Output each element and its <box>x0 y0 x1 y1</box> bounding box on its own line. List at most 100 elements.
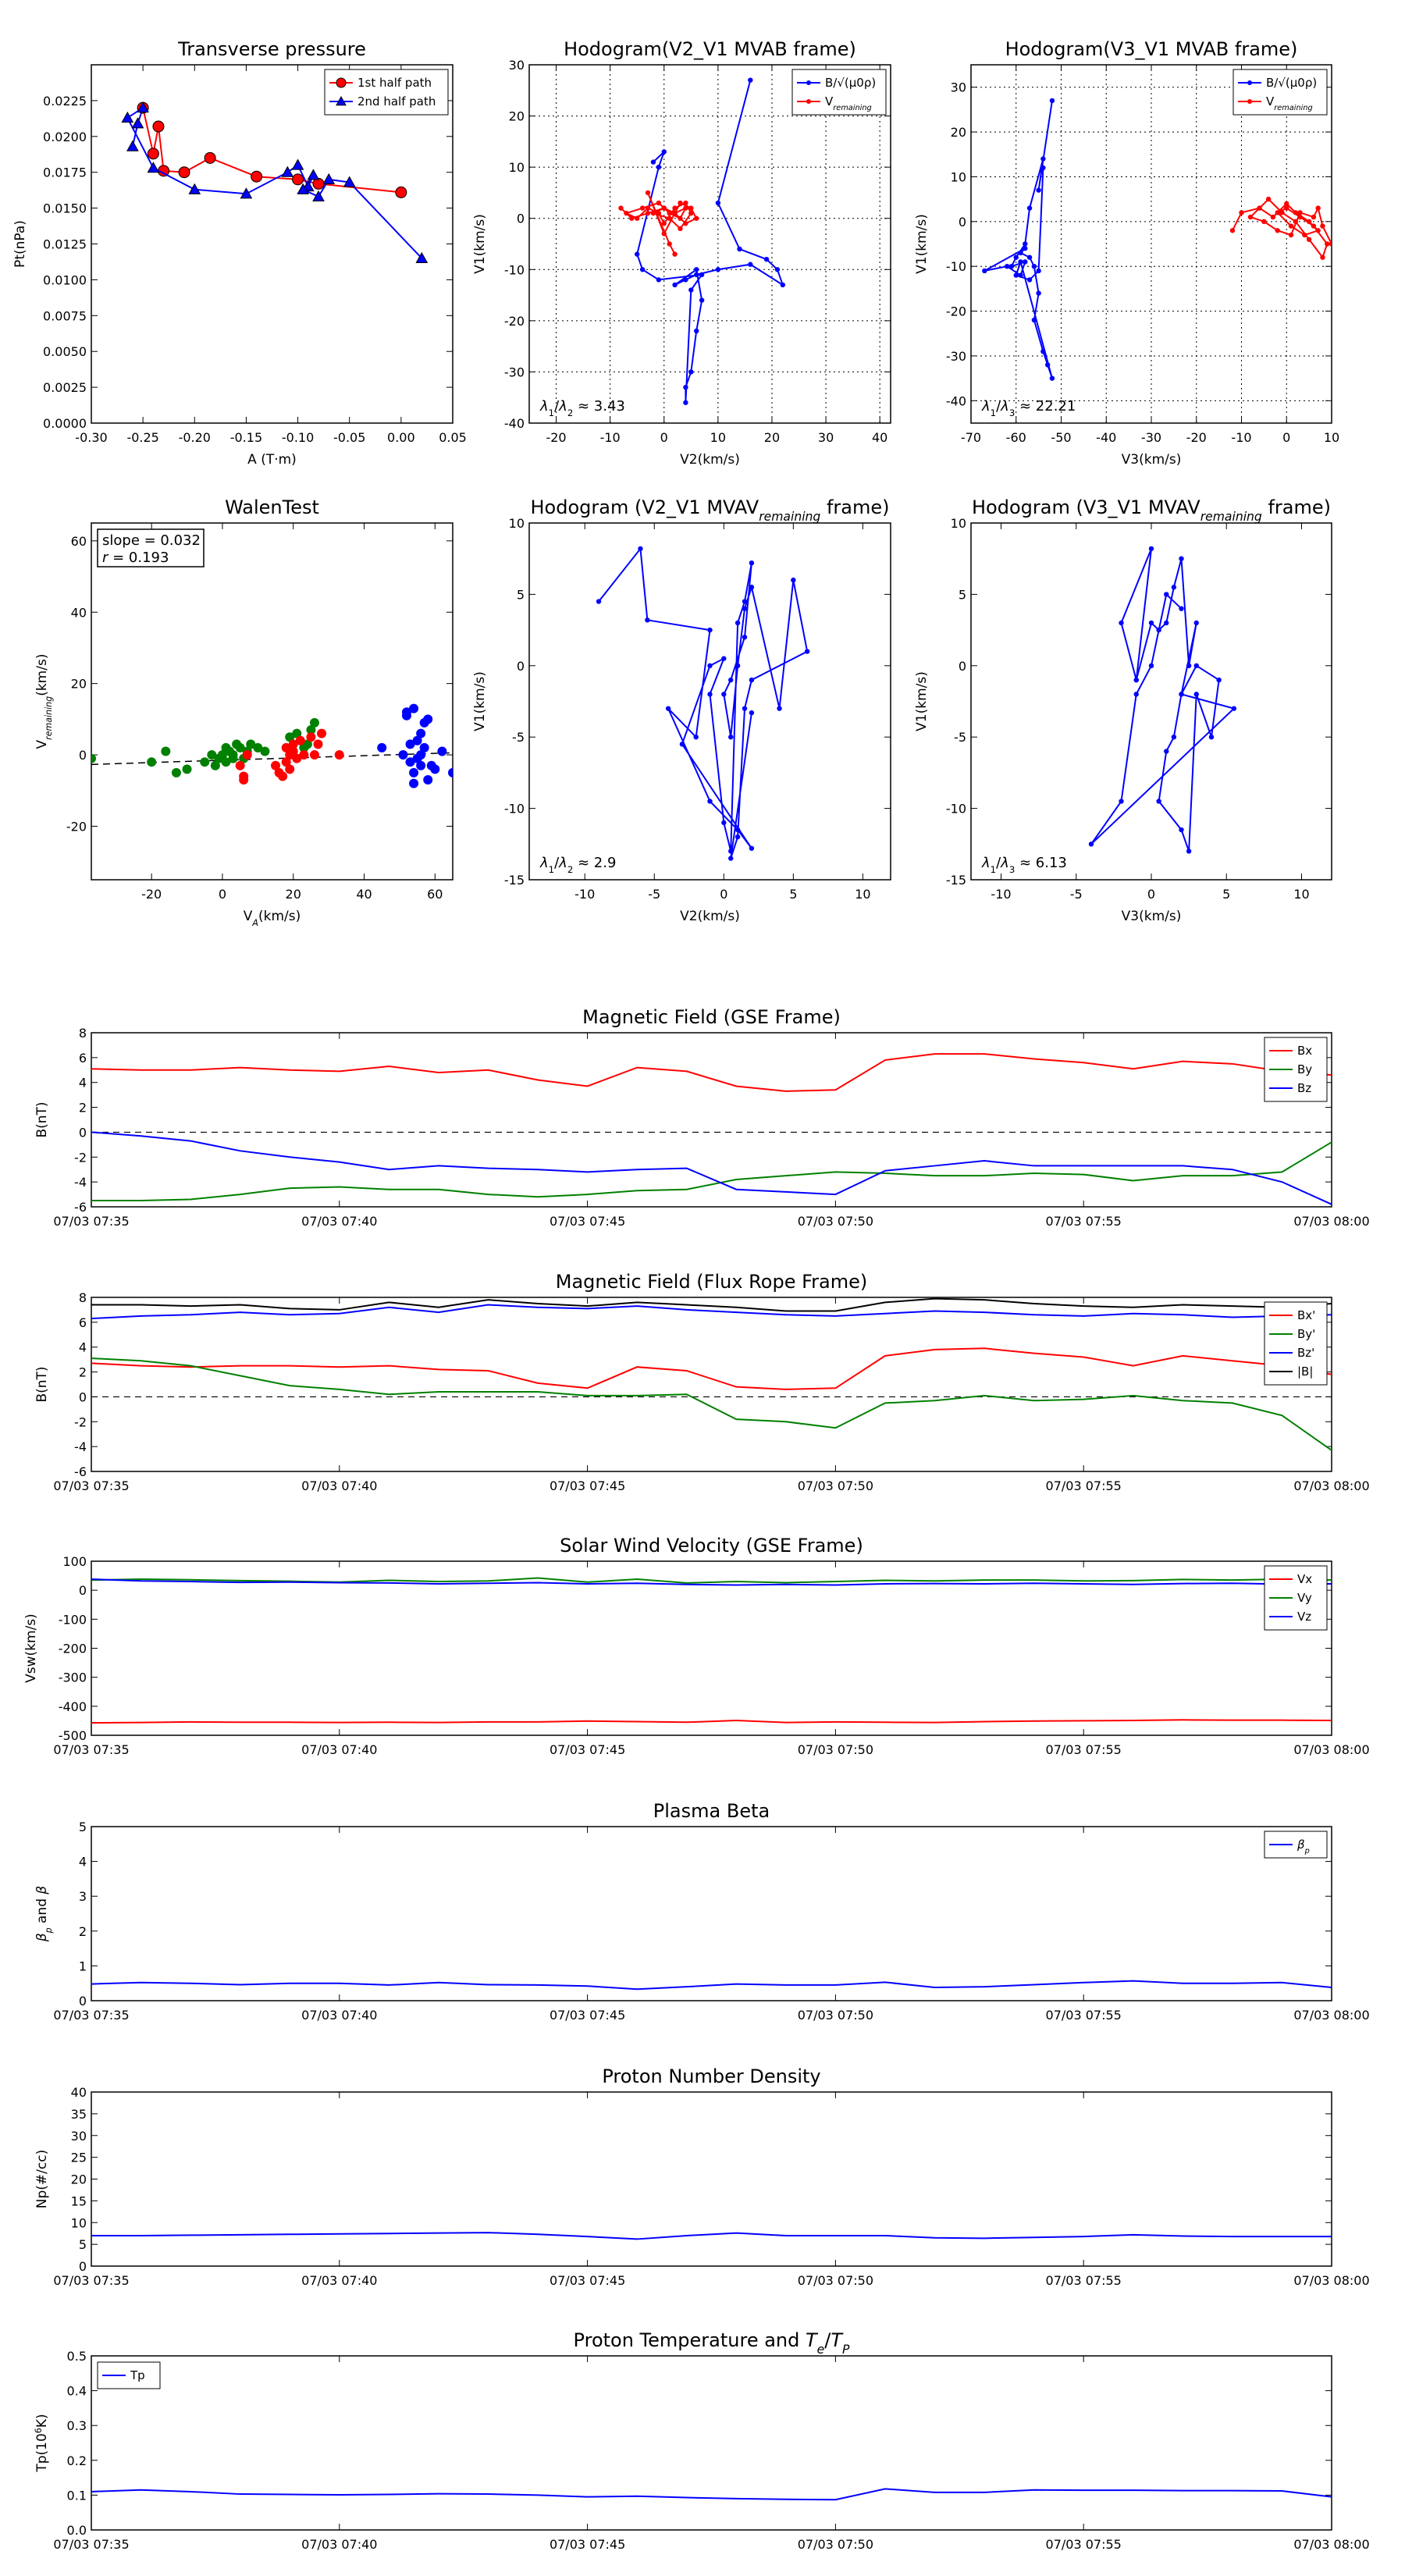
data-point <box>715 267 721 272</box>
data-point <box>1164 592 1169 597</box>
data-point <box>188 183 201 194</box>
y-tick-label: 0 <box>79 1994 87 2008</box>
chart-ts6: 07/03 07:35 07/03 07:40 07/03 07:45 07/03 0… <box>34 2329 1370 2552</box>
data-point <box>656 200 662 206</box>
data-point <box>1284 205 1289 211</box>
y-axis-label: βp and β <box>34 1886 54 1943</box>
x-tick-label: -20 <box>141 887 162 902</box>
series-line <box>91 1297 1332 1312</box>
y-tick-label: -40 <box>504 416 525 431</box>
data-point <box>1133 677 1139 683</box>
data-point <box>742 606 748 611</box>
x-tick-label: 07/03 07:35 <box>53 2537 129 2552</box>
data-point <box>1261 219 1267 225</box>
x-tick-label: 60 <box>427 887 443 902</box>
series-line <box>91 1304 1332 1320</box>
data-point <box>678 200 683 206</box>
data-point <box>1164 749 1169 754</box>
y-tick-label: -2 <box>74 1150 87 1165</box>
x-tick-label: 07/03 07:40 <box>301 1214 377 1229</box>
data-point <box>1040 349 1046 354</box>
data-point <box>1049 375 1055 381</box>
x-tick-label: 07/03 07:35 <box>53 2273 129 2288</box>
data-point <box>285 732 295 742</box>
data-point <box>1216 677 1222 683</box>
data-point <box>251 170 263 183</box>
y-tick-label: -20 <box>946 304 966 319</box>
chart-ts1: 07/03 07:35 07/03 07:40 07/03 07:45 07/03 0… <box>34 1006 1370 1229</box>
y-tick-label: 20 <box>71 677 87 692</box>
plot-frame <box>91 1032 1332 1208</box>
data-point <box>688 205 694 211</box>
plot-frame <box>528 64 891 424</box>
x-tick-label: 07/03 07:45 <box>550 1742 625 1757</box>
legend-label: Bz' <box>1297 1346 1314 1360</box>
plot-frame <box>91 1297 1332 1472</box>
y-tick-label: 3 <box>79 1889 87 1904</box>
y-tick-label: 0.0 <box>67 2523 87 2538</box>
y-tick-label: -4 <box>74 1175 87 1190</box>
data-point <box>694 272 699 278</box>
legend-label: Vremaining <box>1266 94 1313 112</box>
data-point <box>635 215 640 221</box>
data-point <box>309 750 319 760</box>
y-tick-label: 0.0050 <box>43 344 87 359</box>
data-point <box>217 750 227 760</box>
y-tick-label: 15 <box>71 2194 87 2208</box>
x-tick-label: 0.05 <box>439 430 467 445</box>
data-point <box>728 677 734 683</box>
x-tick-label: 07/03 07:35 <box>53 2008 129 2023</box>
legend-label: Vy <box>1297 1591 1312 1605</box>
y-tick-label: -15 <box>504 873 525 888</box>
data-point <box>288 739 298 749</box>
data-point <box>416 760 426 770</box>
data-point <box>121 111 134 123</box>
data-point <box>721 692 727 697</box>
legend-label: Vz <box>1297 1610 1311 1624</box>
data-point <box>656 210 662 216</box>
data-point <box>721 656 727 661</box>
data-point <box>804 649 810 654</box>
data-point <box>707 627 713 633</box>
chart-walen: -20 0 20 40 60 -20 0 20 40 60 WalenTest VA(km/s) Vre… <box>34 496 454 928</box>
y-tick-label: -30 <box>946 349 966 364</box>
series-line <box>91 1980 1332 1991</box>
data-point <box>200 757 210 767</box>
x-tick-label: -0.05 <box>333 430 365 445</box>
x-tick-label: 07/03 08:00 <box>1293 1742 1369 1757</box>
x-tick-label: 10 <box>1324 430 1339 445</box>
data-point <box>221 757 231 767</box>
data-point <box>737 246 742 252</box>
y-tick-label: -30 <box>504 365 525 379</box>
y-tick-label: -4 <box>74 1439 87 1454</box>
data-point <box>1315 205 1321 211</box>
data-point <box>1156 799 1161 804</box>
data-point <box>416 728 426 738</box>
y-tick-label: 0 <box>517 212 525 226</box>
legend-label: |B| <box>1297 1364 1313 1379</box>
y-tick-label: -10 <box>504 262 525 277</box>
data-point <box>147 757 157 767</box>
series-line <box>91 1578 1332 1586</box>
legend-label: Vx <box>1297 1572 1312 1586</box>
y-tick-label: -6 <box>74 1200 87 1215</box>
data-point <box>228 753 238 763</box>
data-point <box>334 750 344 760</box>
data-point <box>299 750 309 760</box>
data-point <box>419 742 429 753</box>
x-tick-label: 10 <box>1293 887 1309 902</box>
data-point <box>242 750 252 760</box>
data-point <box>683 221 688 226</box>
data-point <box>1171 585 1177 590</box>
y-tick-label: 0.0100 <box>43 272 87 287</box>
plot-area <box>596 546 810 861</box>
series-line <box>91 1357 1332 1451</box>
plot-layer: -0.30 -0.25 -0.20 -0.15 -0.10 -0.05 0.00 0.050.… <box>12 38 1370 2552</box>
chart-title: Hodogram(V2_V1 MVAB frame) <box>564 38 856 60</box>
legend-label: By <box>1297 1062 1312 1076</box>
x-tick-label: 07/03 07:50 <box>798 2008 873 2023</box>
data-point <box>1023 259 1028 265</box>
data-point <box>661 231 667 237</box>
data-point <box>1148 663 1154 668</box>
x-tick-label: 0 <box>1147 887 1155 902</box>
